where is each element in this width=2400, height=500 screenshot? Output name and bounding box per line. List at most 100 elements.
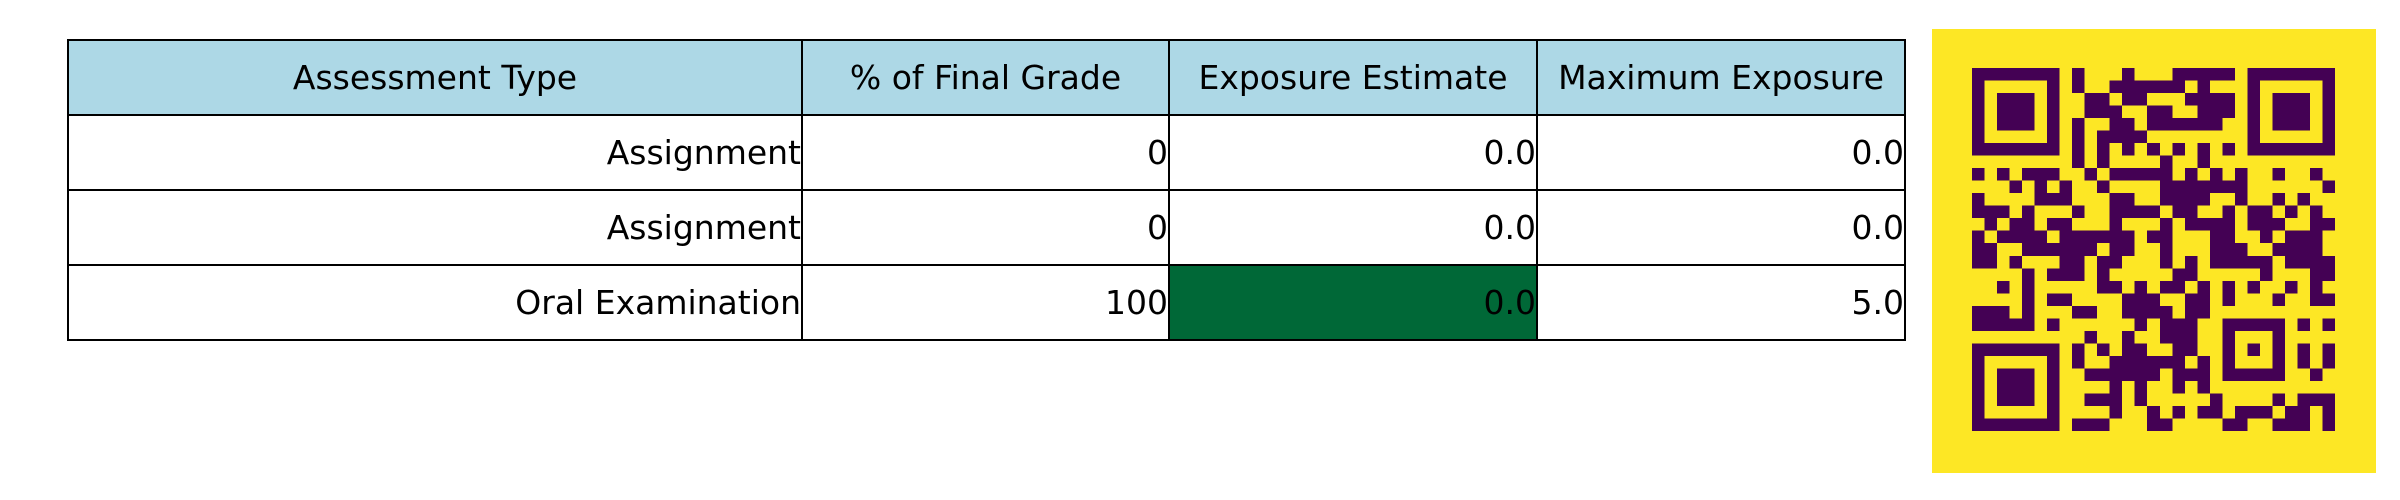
qr-module [2159, 305, 2173, 319]
qr-module [2072, 118, 2085, 131]
qr-module [2159, 330, 2173, 344]
qr-module [1984, 205, 1998, 219]
qr-module [2159, 168, 2173, 181]
qr-module [2259, 205, 2273, 219]
qr-module [2047, 93, 2060, 106]
qr-module [2097, 393, 2110, 406]
qr-module [2222, 205, 2235, 219]
qr-module [1984, 143, 1998, 156]
qr-module [2247, 105, 2260, 119]
qr-module [2247, 143, 2260, 156]
qr-module [2247, 118, 2260, 131]
qr-module [2297, 343, 2310, 356]
qr-module [2247, 93, 2260, 106]
qr-module [1984, 418, 1998, 431]
qr-module [1972, 418, 1985, 431]
qr-module [2184, 205, 2198, 219]
qr-module [2009, 218, 2023, 231]
qr-module [2009, 118, 2023, 131]
qr-module [2022, 293, 2035, 306]
qr-module [2222, 218, 2235, 231]
qr-module [2197, 280, 2210, 294]
qr-module [2072, 130, 2085, 144]
qr-module [2072, 268, 2085, 281]
qr-module [2209, 180, 2223, 194]
qr-module [2297, 118, 2310, 131]
qr-module [2159, 255, 2173, 269]
qr-module [2022, 105, 2035, 119]
qr-module [2309, 243, 2323, 256]
qr-module [1972, 305, 1985, 319]
qr-module [2222, 180, 2235, 194]
qr-module [2272, 93, 2285, 106]
qr-module [2172, 180, 2185, 194]
qr-module [2234, 405, 2248, 419]
qr-module [2159, 155, 2173, 169]
qr-module [2059, 243, 2073, 256]
qr-module [2172, 193, 2185, 206]
qr-module [2134, 318, 2148, 331]
qr-module [2222, 418, 2235, 431]
qr-module [2134, 80, 2148, 94]
qr-module [2022, 243, 2035, 256]
qr-module [2209, 105, 2223, 119]
qr-module [2297, 68, 2310, 81]
qr-module [2047, 130, 2060, 144]
qr-module [2047, 193, 2060, 206]
qr-module [2272, 118, 2285, 131]
cell-maximum-exposure: 0.0 [1536, 189, 1906, 266]
qr-module [2234, 180, 2248, 194]
qr-module [2209, 68, 2223, 81]
qr-module [2172, 368, 2185, 381]
qr-module [2009, 255, 2023, 269]
qr-module [2122, 143, 2135, 156]
qr-module [2047, 143, 2060, 156]
qr-module [2034, 180, 2048, 194]
qr-module [2034, 230, 2048, 244]
qr-module [2147, 205, 2160, 219]
qr-module [2109, 405, 2123, 419]
qr-module [1997, 380, 2010, 394]
qr-module [2047, 405, 2060, 419]
qr-module [2134, 305, 2148, 319]
qr-module [2022, 368, 2035, 381]
qr-module [2009, 368, 2023, 381]
qr-module [2047, 118, 2060, 131]
qr-module [2109, 218, 2123, 231]
qr-module [1997, 168, 2010, 181]
qr-module [2322, 68, 2335, 81]
qr-module [2072, 355, 2085, 369]
qr-module [2022, 393, 2035, 406]
qr-module [2159, 230, 2173, 244]
qr-module [2147, 293, 2160, 306]
qr-module [2097, 105, 2110, 119]
qr-module [2259, 268, 2273, 281]
qr-module [1984, 318, 1998, 331]
qr-module [2047, 393, 2060, 406]
qr-module [2247, 318, 2260, 331]
qr-module [2109, 243, 2123, 256]
qr-module [2272, 293, 2285, 306]
qr-module [2297, 143, 2310, 156]
qr-module [2022, 318, 2035, 331]
qr-module [2184, 368, 2198, 381]
qr-module [2309, 168, 2323, 181]
qr-module [2084, 230, 2098, 244]
qr-module [2097, 155, 2110, 169]
qr-module [2047, 343, 2060, 356]
qr-module [1997, 280, 2010, 294]
qr-module [2159, 243, 2173, 256]
qr-module [2134, 168, 2148, 181]
qr-module [1972, 355, 1985, 369]
qr-module [2259, 318, 2273, 331]
qr-module [2059, 293, 2073, 306]
qr-module [1972, 118, 1985, 131]
qr-module [2197, 155, 2210, 169]
qr-module [2022, 418, 2035, 431]
qr-module [2159, 280, 2173, 294]
qr-module [2297, 105, 2310, 119]
qr-module [2322, 218, 2335, 231]
qr-module [2284, 405, 2298, 419]
qr-module [2272, 343, 2285, 356]
qr-module [2284, 105, 2298, 119]
